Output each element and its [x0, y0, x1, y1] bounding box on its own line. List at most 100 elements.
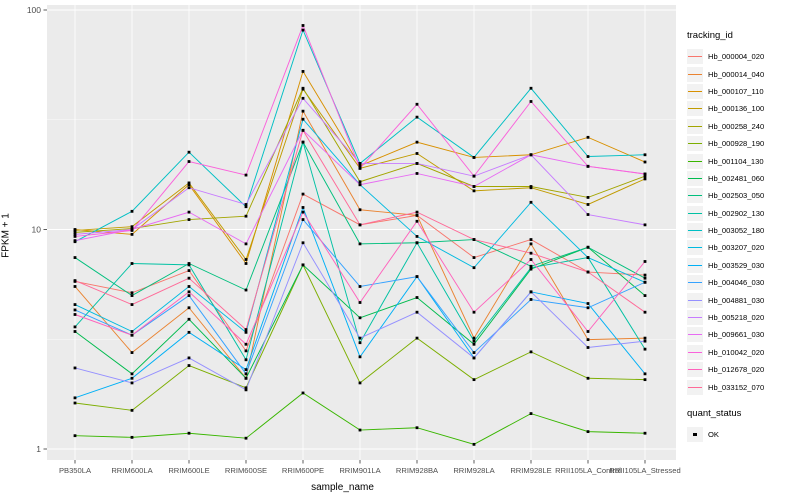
- legend-key-swatch: [687, 170, 703, 186]
- series-color-line-icon: [688, 247, 702, 249]
- legend-key-swatch: [687, 118, 703, 134]
- legend-item: Hb_000004_020: [687, 48, 799, 65]
- data-point-marker: [244, 242, 248, 246]
- legend-key-swatch: [687, 83, 703, 99]
- data-point-marker: [586, 270, 590, 274]
- data-point-marker: [643, 160, 647, 164]
- data-point-marker: [73, 229, 77, 232]
- data-point-marker: [415, 210, 419, 214]
- data-point-marker: [73, 256, 77, 259]
- data-point-marker: [586, 135, 590, 139]
- x-tick-label: RRIM600LE: [168, 466, 209, 475]
- data-point-marker: [187, 269, 191, 272]
- legend-item: Hb_004046_030: [687, 274, 799, 291]
- x-tick-label: RRII105LA_Control: [555, 466, 621, 475]
- data-point-marker: [187, 317, 191, 321]
- data-point-marker: [529, 242, 533, 246]
- data-point-marker: [415, 172, 419, 175]
- data-point-marker: [301, 117, 305, 121]
- data-point-marker: [244, 386, 248, 390]
- data-point-marker: [73, 232, 77, 236]
- series-color-line-icon: [688, 195, 702, 197]
- data-point-marker: [244, 173, 248, 177]
- legend-item-label: Hb_033152_070: [708, 382, 765, 392]
- data-point-marker: [301, 218, 305, 221]
- data-point-marker: [244, 436, 248, 440]
- legend-item-label: Hb_004046_030: [708, 278, 765, 288]
- legend-item-label: Hb_000258_240: [708, 121, 765, 131]
- data-point-marker: [130, 330, 134, 333]
- legend-key-swatch: [687, 101, 703, 117]
- data-point-marker: [643, 339, 647, 343]
- legend-item: Hb_000107_110: [687, 83, 799, 100]
- series-color-line-icon: [688, 143, 702, 145]
- data-point-marker: [301, 206, 305, 209]
- data-point-marker: [643, 336, 647, 340]
- legend-item-label: Hb_001104_130: [708, 156, 764, 166]
- x-tick-label: RRIM928LE: [510, 466, 551, 475]
- data-point-marker: [73, 325, 77, 329]
- data-point-marker: [472, 310, 476, 314]
- legend-key-swatch: [687, 344, 703, 360]
- data-point-marker: [130, 291, 134, 295]
- data-point-marker: [187, 186, 191, 190]
- legend-key-swatch: [687, 275, 703, 291]
- data-point-marker: [301, 140, 305, 144]
- legend-item-label: Hb_003207_020: [708, 243, 765, 253]
- legend-key-swatch: [687, 292, 703, 308]
- legend-item: Hb_002481_060: [687, 170, 799, 187]
- data-point-marker: [187, 294, 191, 297]
- data-point-marker: [244, 288, 248, 292]
- quant-key-swatch: [687, 427, 703, 442]
- data-point-marker: [643, 153, 647, 157]
- x-tick-label: RRIM600SE: [225, 466, 267, 475]
- data-point-marker: [586, 302, 590, 305]
- data-point-marker: [586, 256, 590, 259]
- data-point-marker: [244, 388, 248, 392]
- data-point-marker: [472, 266, 476, 270]
- data-point-marker: [187, 160, 191, 163]
- series-color-line-icon: [688, 264, 702, 266]
- data-point-marker: [643, 172, 647, 176]
- data-point-marker: [244, 258, 248, 261]
- data-point-marker: [358, 381, 362, 385]
- data-point-marker: [130, 232, 134, 236]
- series-color-line-icon: [688, 108, 702, 110]
- legend-key-swatch: [687, 379, 703, 395]
- legend-item: Hb_000136_100: [687, 100, 799, 117]
- data-point-marker: [529, 251, 533, 255]
- data-point-marker: [586, 245, 590, 249]
- data-point-marker: [358, 223, 362, 227]
- data-point-marker: [187, 218, 191, 221]
- data-point-marker: [244, 330, 248, 334]
- data-point-marker: [586, 306, 590, 310]
- series-color-line-icon: [688, 351, 702, 353]
- series-color-line-icon: [688, 299, 702, 301]
- data-point-marker: [244, 203, 248, 206]
- data-point-marker: [358, 355, 362, 359]
- data-point-marker: [586, 346, 590, 349]
- data-point-marker: [643, 347, 647, 351]
- data-point-marker: [187, 150, 191, 154]
- legend-item: Hb_001104_130: [687, 152, 799, 169]
- data-point-marker: [130, 294, 134, 297]
- data-point-marker: [415, 213, 419, 217]
- legend-key-swatch: [687, 153, 703, 169]
- data-point-marker: [358, 180, 362, 184]
- y-tick-label: 10: [32, 225, 42, 235]
- series-color-line-icon: [688, 56, 702, 58]
- data-point-marker: [472, 339, 476, 343]
- data-point-marker: [472, 442, 476, 446]
- data-point-marker: [358, 428, 362, 432]
- legend-item-label: Hb_002503_050: [708, 191, 765, 201]
- data-point-marker: [73, 313, 77, 316]
- data-point-marker: [586, 430, 590, 434]
- legend-items: Hb_000004_020 Hb_000014_040 Hb_000107_110 H…: [687, 48, 799, 396]
- data-point-marker: [244, 214, 248, 218]
- legend-item-label: Hb_000014_040: [708, 69, 765, 79]
- data-point-marker: [415, 162, 419, 165]
- series-color-line-icon: [688, 73, 702, 75]
- data-point-marker: [586, 164, 590, 168]
- data-point-marker: [529, 290, 533, 294]
- data-point-marker: [415, 235, 419, 238]
